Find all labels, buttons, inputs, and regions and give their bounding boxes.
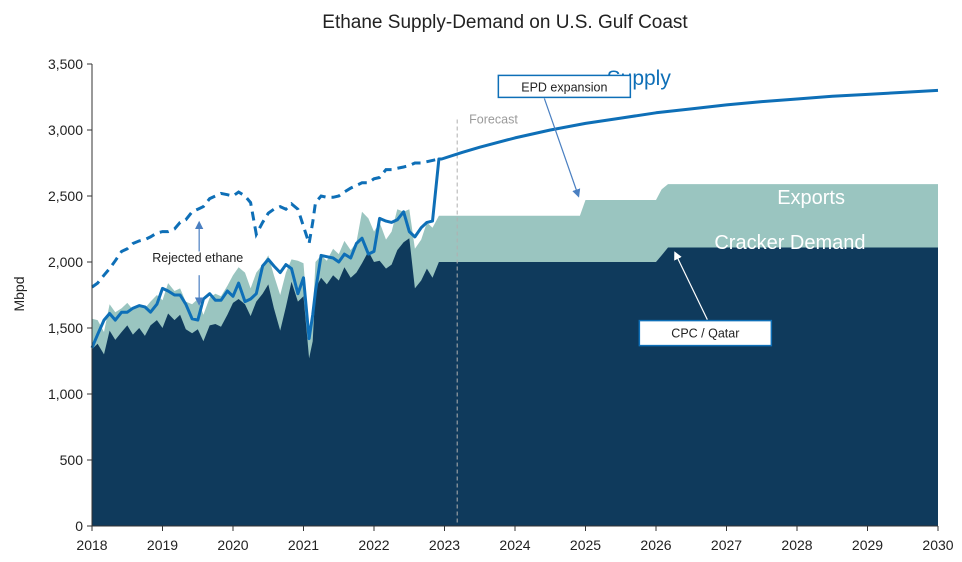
x-tick-label: 2029	[852, 537, 883, 553]
y-tick-label: 1,000	[48, 386, 83, 402]
epd-expansion-callout-box	[497, 74, 632, 99]
supply-dashed-line	[91, 157, 440, 289]
annotations: Supply Exports Cracker Demand Rejected e…	[152, 67, 866, 347]
y-tick-label: 1,500	[48, 320, 83, 336]
x-tick-label: 2020	[217, 537, 248, 553]
supply-line	[90, 88, 939, 349]
y-axis-label: Mbpd	[11, 276, 27, 311]
y-tick-label: 0	[75, 518, 83, 534]
y-tick-label: 500	[60, 452, 84, 468]
plot-areas	[90, 88, 939, 526]
y-tick-label: 2,000	[48, 254, 83, 270]
x-ticks: 2018 2019 2020 2021 2022 2023 2024 2025 2026 2027…	[76, 526, 954, 553]
epd-expansion-callout-text: EPD expansion	[521, 80, 607, 94]
x-tick-label: 2025	[570, 537, 601, 553]
chart-title: Ethane Supply-Demand on U.S. Gulf Coast	[322, 12, 688, 33]
x-tick-label: 2028	[781, 537, 812, 553]
y-tick-label: 2,500	[48, 188, 83, 204]
cpc-qatar-arrow	[674, 251, 708, 320]
x-tick-label: 2021	[288, 537, 319, 553]
cracker-demand-series-label: Cracker Demand	[714, 232, 865, 254]
x-tick-label: 2018	[76, 537, 107, 553]
x-tick-label: 2027	[711, 537, 742, 553]
y-tick-label: 3,500	[48, 56, 83, 72]
forecast-label: Forecast	[469, 112, 518, 126]
x-tick-label: 2024	[499, 537, 530, 553]
x-tick-label: 2026	[640, 537, 671, 553]
x-tick-label: 2030	[922, 537, 953, 553]
exports-series-label: Exports	[777, 187, 845, 209]
x-tick-label: 2019	[147, 537, 178, 553]
rejected-ethane-label: Rejected ethane	[152, 251, 243, 265]
x-tick-label: 2023	[429, 537, 460, 553]
y-tick-label: 3,000	[48, 122, 83, 138]
cracker-demand-area	[92, 238, 938, 526]
epd-expansion-arrow	[543, 98, 581, 198]
x-tick-label: 2022	[358, 537, 389, 553]
y-ticks: 0 500 1,000 1,500 2,000 2,500 3,000 3,500	[48, 56, 92, 534]
cpc-qatar-callout-text: CPC / Qatar	[671, 327, 739, 341]
cpc-qatar-callout-box	[638, 319, 773, 347]
